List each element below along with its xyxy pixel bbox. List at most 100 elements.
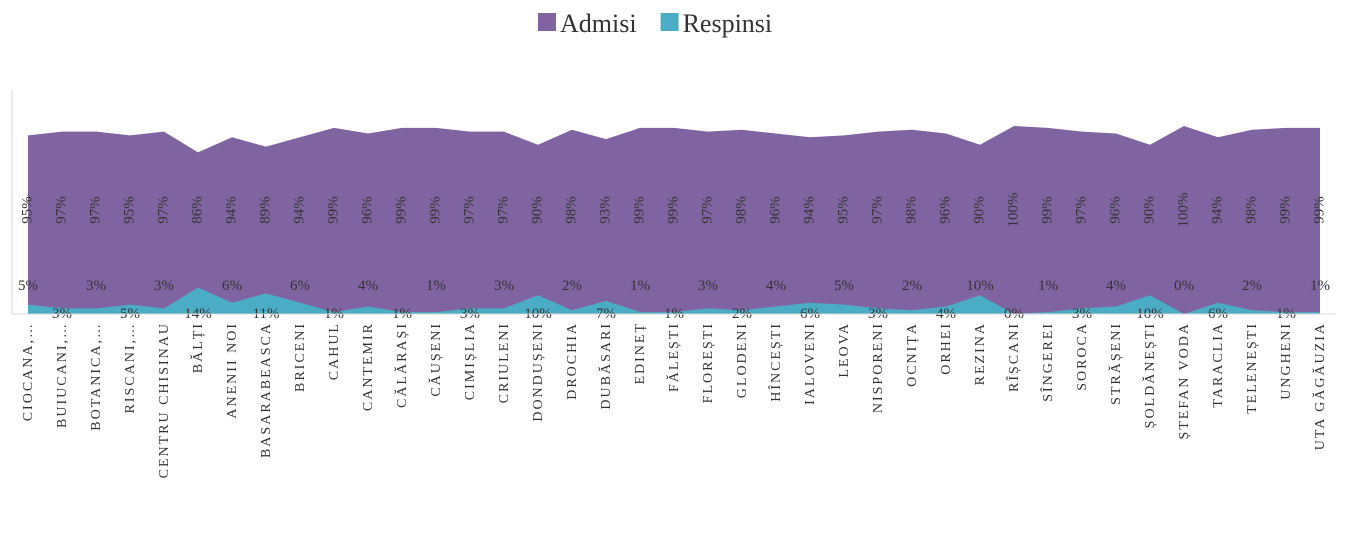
x-tick-label: RISCANI,…: [123, 322, 138, 414]
x-tick-label: FLOREȘTI: [701, 322, 716, 403]
x-tick-label: CĂUȘENI: [427, 322, 444, 397]
value-label: 99%: [325, 196, 341, 224]
value-label: 5%: [834, 278, 854, 294]
legend-label: Respinsi: [683, 9, 773, 38]
x-tick-label: SÎNGEREI: [1039, 322, 1056, 402]
value-label: 3%: [494, 278, 514, 294]
value-label: 94%: [291, 196, 307, 224]
value-label: 97%: [495, 196, 511, 224]
value-label: 3%: [154, 278, 174, 294]
x-tick-label: GLODENI: [735, 322, 750, 398]
value-label: 96%: [1107, 196, 1123, 224]
x-tick-label: ȘTEFAN VODA: [1177, 322, 1192, 440]
value-label: 97%: [53, 196, 69, 224]
x-tick-label: SOROCA: [1075, 322, 1090, 391]
x-tick-label: CIOCANA,…: [21, 322, 36, 421]
value-label: 98%: [903, 196, 919, 224]
value-label: 99%: [393, 196, 409, 224]
value-label: 1%: [1038, 278, 1058, 294]
value-label: 99%: [427, 196, 443, 224]
value-label: 96%: [359, 196, 375, 224]
x-tick-label: DROCHIA: [565, 322, 580, 400]
value-label: 99%: [1039, 196, 1055, 224]
x-tick-label: CENTRU CHISINAU: [157, 322, 172, 478]
value-label: 1%: [426, 278, 446, 294]
x-tick-label: UNGHENI: [1279, 322, 1294, 400]
value-label: 3%: [86, 278, 106, 294]
value-label: 1%: [630, 278, 650, 294]
value-label: 97%: [869, 196, 885, 224]
x-tick-label: CANTEMIR: [361, 322, 376, 411]
x-tick-label: DUBĂSARI: [597, 322, 614, 410]
x-tick-label: NISPORENI: [871, 322, 886, 413]
value-label: 97%: [1073, 196, 1089, 224]
value-label: 90%: [529, 196, 545, 224]
value-label: 94%: [223, 196, 239, 224]
value-label: 100%: [1175, 193, 1191, 228]
value-label: 99%: [631, 196, 647, 224]
x-tick-label: ȘOLDĂNEȘTI: [1141, 322, 1158, 428]
value-label: 96%: [937, 196, 953, 224]
value-label: 10%: [966, 278, 994, 294]
x-tick-label: CAHUL: [327, 322, 342, 380]
x-tick-label: FĂLEȘTI: [665, 322, 682, 392]
value-label: 97%: [155, 196, 171, 224]
x-tick-label: CIMIȘLIA: [463, 322, 478, 400]
x-tick-label: BRICENI: [293, 322, 308, 392]
x-tick-label: OCNIȚA: [905, 322, 920, 387]
area: [28, 287, 1320, 314]
value-label: 99%: [1277, 196, 1293, 224]
x-tick-label: IALOVENI: [803, 322, 818, 405]
value-label: 97%: [699, 196, 715, 224]
value-label: 100%: [1005, 193, 1021, 228]
x-tick-label: BASARABEASCA: [259, 322, 274, 458]
value-label: 4%: [358, 278, 378, 294]
value-label: 99%: [665, 196, 681, 224]
value-label: 98%: [563, 196, 579, 224]
x-tick-label: CRIULENI: [497, 322, 512, 403]
legend-swatch: [538, 13, 556, 31]
value-label: 6%: [222, 278, 242, 294]
value-label: 96%: [767, 196, 783, 224]
legend-label: Admisi: [560, 9, 637, 38]
value-label: 93%: [597, 196, 613, 224]
x-tick-label: ORHEI: [939, 322, 954, 375]
value-label: 6%: [290, 278, 310, 294]
value-label: 95%: [19, 196, 35, 224]
value-label: 1%: [1310, 278, 1330, 294]
x-tick-label: TARACLIA: [1211, 322, 1226, 408]
value-label: 95%: [121, 196, 137, 224]
value-label: 2%: [902, 278, 922, 294]
value-label: 5%: [18, 278, 38, 294]
value-label: 98%: [1243, 196, 1259, 224]
value-label: 97%: [461, 196, 477, 224]
value-label: 2%: [562, 278, 582, 294]
x-tick-label: RÎȘCANI: [1005, 322, 1022, 392]
value-label: 99%: [1311, 196, 1327, 224]
legend-swatch: [660, 13, 679, 31]
value-label: 4%: [766, 278, 786, 294]
x-tick-label: DONDUȘENI: [531, 322, 546, 422]
area: [28, 126, 1320, 314]
value-label: 0%: [1174, 278, 1194, 294]
value-label: 4%: [1106, 278, 1126, 294]
x-tick-label: BOTANICA,…: [89, 322, 104, 431]
x-tick-label: BUIUCANI,…: [55, 322, 70, 428]
x-tick-label: STRĂȘENI: [1107, 322, 1124, 405]
x-tick-label: HÎNCEȘTI: [767, 322, 784, 402]
value-label: 98%: [733, 196, 749, 224]
value-label: 3%: [698, 278, 718, 294]
x-tick-label: CĂLĂRAȘI: [393, 322, 410, 408]
x-tick-label: LEOVA: [837, 322, 852, 378]
value-label: 90%: [971, 196, 987, 224]
value-label: 90%: [1141, 196, 1157, 224]
x-tick-label: TELENEȘTI: [1245, 322, 1260, 414]
x-tick-label: ANENII NOI: [225, 322, 240, 419]
value-label: 89%: [257, 196, 273, 224]
value-label: 86%: [189, 196, 205, 224]
x-tick-label: EDINEȚ: [633, 322, 648, 385]
value-label: 95%: [835, 196, 851, 224]
value-label: 94%: [1209, 196, 1225, 224]
value-label: 94%: [801, 196, 817, 224]
